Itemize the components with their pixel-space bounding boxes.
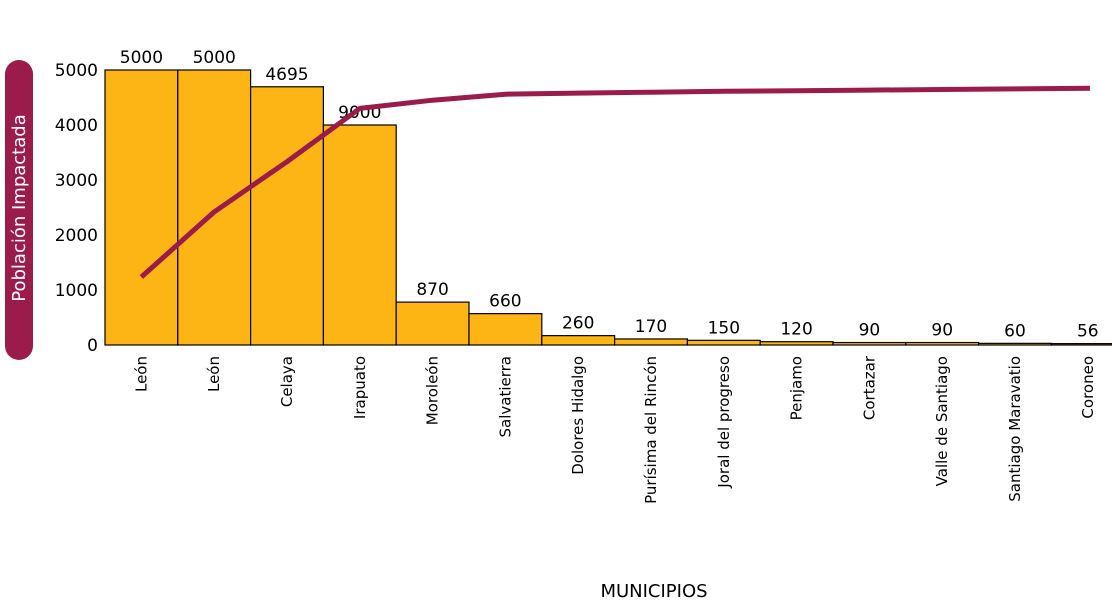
data-label: 120 — [780, 320, 812, 340]
category-label: Penjamo — [788, 356, 806, 420]
bar — [468, 313, 543, 346]
data-label: 5000 — [120, 48, 163, 68]
category-label: Coroneo — [1079, 356, 1097, 419]
category-label: Cortazar — [860, 355, 878, 420]
bar — [177, 69, 252, 346]
bar — [759, 341, 834, 346]
bar — [541, 335, 616, 346]
ylabel-badge — [5, 60, 33, 360]
bar — [395, 301, 470, 346]
y-tick-label: 1000 — [55, 281, 98, 301]
data-label: 150 — [708, 318, 740, 338]
bars — [104, 69, 1112, 346]
data-label: 90 — [931, 321, 953, 341]
data-label: 260 — [562, 314, 594, 334]
bar — [1050, 343, 1112, 346]
category-labels: León León Celaya Irapuato Moroleón Salvatierr… — [132, 355, 1096, 504]
bar — [613, 338, 688, 346]
y-axis-ticks: 0 1000 2000 3000 4000 5000 — [55, 61, 98, 356]
category-label: Valle de Santiago — [933, 356, 951, 486]
bar — [104, 69, 179, 346]
category-label: Dolores Hidalgo — [569, 356, 587, 475]
category-label: León — [132, 356, 150, 392]
x-axis-label: MUNICIPIOS — [600, 581, 707, 602]
data-label: 5000 — [193, 48, 236, 68]
category-label: León — [205, 356, 223, 392]
category-label: Irapuato — [351, 356, 369, 419]
bar — [832, 341, 907, 346]
data-label: 60 — [1004, 321, 1026, 341]
bar — [686, 339, 761, 346]
bar — [905, 341, 980, 346]
category-label: Celaya — [278, 356, 296, 407]
data-label: 90 — [859, 321, 881, 341]
data-label: 870 — [416, 280, 448, 300]
y-tick-label: 0 — [87, 336, 98, 356]
category-label: Joral del progreso — [715, 356, 733, 489]
data-label: 170 — [635, 317, 667, 337]
category-label: Moroleón — [424, 356, 442, 425]
data-label: 56 — [1077, 322, 1099, 342]
bar — [250, 86, 325, 346]
category-label: Santiago Maravatio — [1006, 356, 1024, 502]
cumulative-line — [139, 85, 1091, 279]
data-label: 660 — [489, 292, 521, 312]
y-axis-label: Población Impactada — [9, 114, 30, 301]
data-label: 4695 — [265, 65, 308, 85]
bar — [977, 342, 1052, 346]
y-tick-label: 4000 — [55, 116, 98, 136]
bar — [322, 124, 397, 346]
y-tick-label: 5000 — [55, 61, 98, 81]
category-label: Salvatierra — [496, 356, 514, 438]
y-tick-label: 2000 — [55, 226, 98, 246]
category-label: Purísima del Rincón — [642, 356, 660, 504]
y-tick-label: 3000 — [55, 171, 98, 191]
